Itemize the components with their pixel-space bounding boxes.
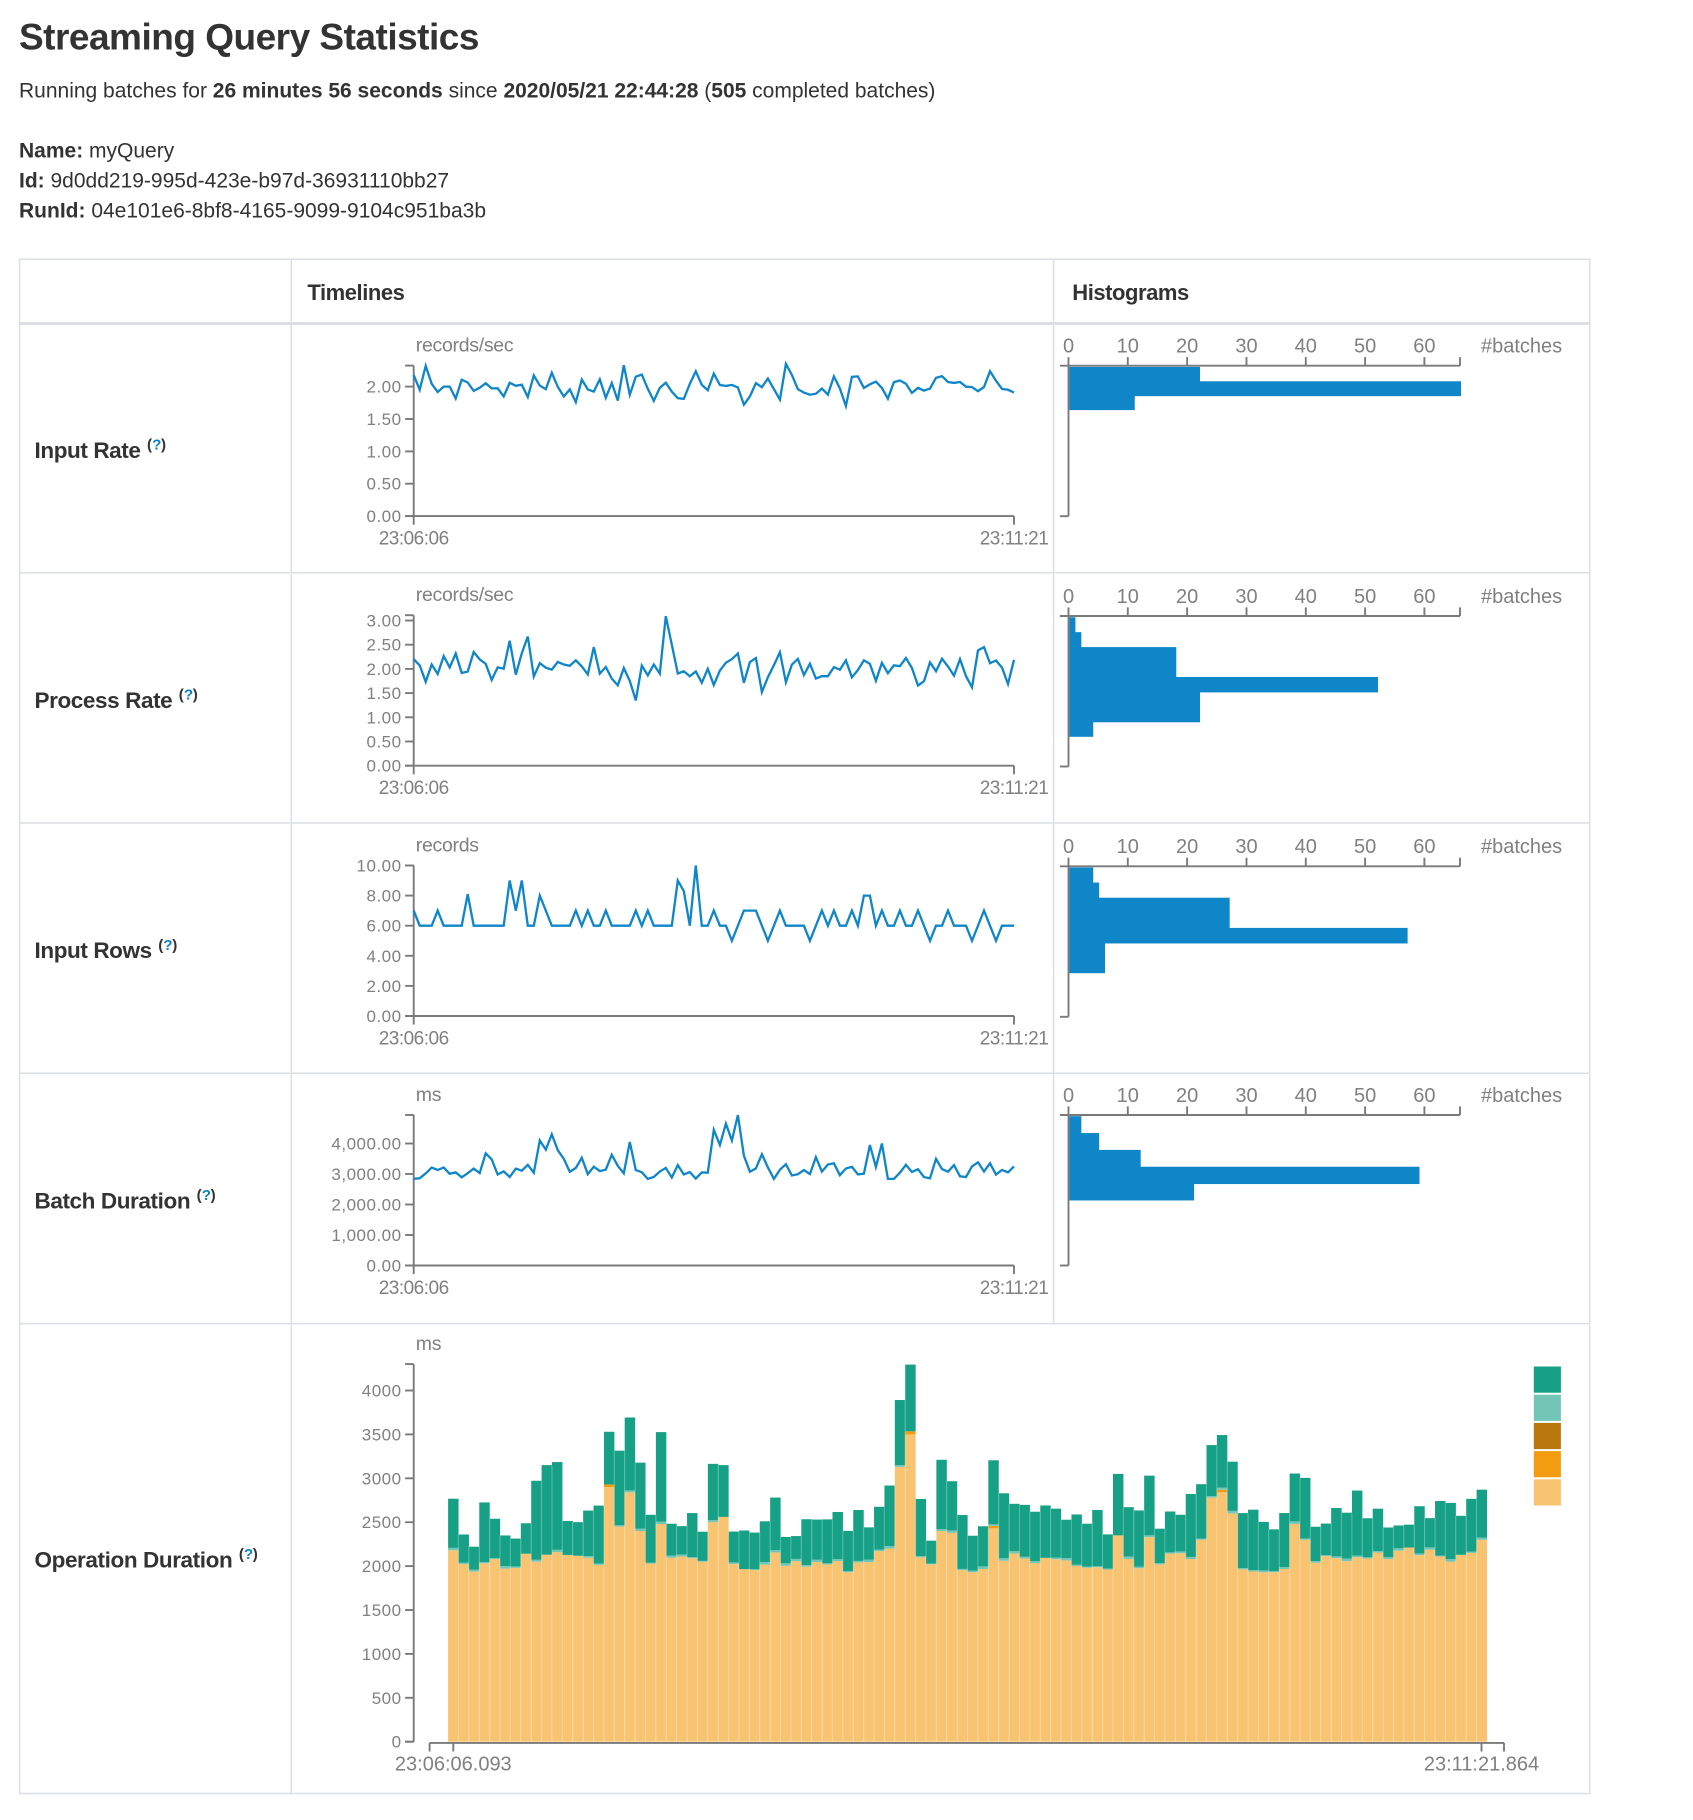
svg-text:0.00: 0.00 <box>367 507 402 526</box>
svg-text:30: 30 <box>1235 836 1257 858</box>
svg-text:1.50: 1.50 <box>367 410 402 429</box>
svg-text:500: 500 <box>372 1689 402 1708</box>
svg-text:0: 0 <box>1063 1085 1074 1107</box>
svg-text:0.50: 0.50 <box>367 733 402 752</box>
svg-text:40: 40 <box>1295 336 1317 358</box>
svg-text:0.00: 0.00 <box>367 1257 402 1276</box>
svg-text:1.00: 1.00 <box>367 442 402 461</box>
svg-text:10: 10 <box>1117 586 1139 608</box>
svg-text:Timelines: Timelines <box>307 280 404 305</box>
svg-text:0: 0 <box>1063 836 1074 858</box>
svg-text:0: 0 <box>1063 586 1074 608</box>
svg-text:50: 50 <box>1354 586 1376 608</box>
svg-text:2,000.00: 2,000.00 <box>331 1196 401 1215</box>
svg-text:records/sec: records/sec <box>416 584 514 606</box>
svg-text:Streaming Query Statistics: Streaming Query Statistics <box>19 17 479 58</box>
svg-text:2000: 2000 <box>362 1557 402 1576</box>
svg-text:23:11:21: 23:11:21 <box>980 778 1049 799</box>
svg-text:30: 30 <box>1235 1085 1257 1107</box>
svg-text:0: 0 <box>1063 336 1074 358</box>
svg-text:RunId: 04e101e6-8bf8-4165-9099: RunId: 04e101e6-8bf8-4165-9099-9104c951b… <box>19 199 486 222</box>
svg-text:60: 60 <box>1413 836 1435 858</box>
svg-text:20: 20 <box>1176 586 1198 608</box>
svg-text:3500: 3500 <box>362 1425 402 1444</box>
svg-text:1.50: 1.50 <box>367 684 402 703</box>
svg-text:2500: 2500 <box>362 1513 402 1532</box>
svg-text:#batches: #batches <box>1481 1085 1562 1107</box>
svg-text:10.00: 10.00 <box>357 857 402 876</box>
svg-text:1,000.00: 1,000.00 <box>331 1226 401 1245</box>
svg-text:Batch Duration(?): Batch Duration (?) <box>35 1187 216 1213</box>
svg-text:30: 30 <box>1235 336 1257 358</box>
svg-text:10: 10 <box>1117 1085 1139 1107</box>
svg-text:ms: ms <box>416 1084 442 1106</box>
svg-text:2.00: 2.00 <box>367 378 402 397</box>
svg-text:0: 0 <box>392 1733 402 1752</box>
svg-text:Process Rate(?): Process Rate (?) <box>35 687 198 713</box>
svg-text:23:06:06: 23:06:06 <box>379 529 449 550</box>
svg-text:Histograms: Histograms <box>1072 280 1189 305</box>
svg-text:2.00: 2.00 <box>367 660 402 679</box>
svg-text:Running batches for 26 minutes: Running batches for 26 minutes 56 second… <box>19 79 935 102</box>
svg-text:10: 10 <box>1117 836 1139 858</box>
svg-text:20: 20 <box>1176 836 1198 858</box>
svg-text:3.00: 3.00 <box>367 612 402 631</box>
svg-text:#batches: #batches <box>1481 586 1562 608</box>
svg-text:0.00: 0.00 <box>367 1007 402 1026</box>
svg-text:2.50: 2.50 <box>367 636 402 655</box>
svg-text:50: 50 <box>1354 1085 1376 1107</box>
svg-text:60: 60 <box>1413 336 1435 358</box>
svg-text:records/sec: records/sec <box>416 335 514 357</box>
svg-text:30: 30 <box>1235 586 1257 608</box>
svg-text:23:06:06: 23:06:06 <box>379 778 449 799</box>
svg-text:40: 40 <box>1295 836 1317 858</box>
svg-text:20: 20 <box>1176 1085 1198 1107</box>
svg-text:4000: 4000 <box>362 1382 402 1401</box>
svg-text:ms: ms <box>416 1333 442 1355</box>
svg-text:40: 40 <box>1295 586 1317 608</box>
svg-text:0.50: 0.50 <box>367 475 402 494</box>
svg-text:#batches: #batches <box>1481 336 1562 358</box>
svg-text:Name: myQuery: Name: myQuery <box>19 139 175 162</box>
svg-text:23:11:21: 23:11:21 <box>980 1278 1049 1299</box>
svg-text:23:11:21.864: 23:11:21.864 <box>1424 1753 1539 1775</box>
svg-text:20: 20 <box>1176 336 1198 358</box>
svg-text:3000: 3000 <box>362 1469 402 1488</box>
svg-text:23:06:06.093: 23:06:06.093 <box>395 1753 512 1775</box>
svg-text:1500: 1500 <box>362 1601 402 1620</box>
svg-text:4.00: 4.00 <box>367 947 402 966</box>
svg-text:4,000.00: 4,000.00 <box>331 1135 401 1154</box>
svg-text:records: records <box>416 834 479 856</box>
svg-text:50: 50 <box>1354 336 1376 358</box>
svg-text:#batches: #batches <box>1481 836 1562 858</box>
svg-text:1.00: 1.00 <box>367 708 402 727</box>
svg-text:1000: 1000 <box>362 1645 402 1664</box>
svg-text:23:11:21: 23:11:21 <box>980 1029 1049 1050</box>
svg-text:3,000.00: 3,000.00 <box>331 1165 401 1184</box>
svg-text:50: 50 <box>1354 836 1376 858</box>
svg-text:Operation Duration(?): Operation Duration (?) <box>35 1546 258 1572</box>
svg-text:23:06:06: 23:06:06 <box>379 1278 449 1299</box>
svg-text:8.00: 8.00 <box>367 887 402 906</box>
svg-text:23:11:21: 23:11:21 <box>980 529 1049 550</box>
svg-text:6.00: 6.00 <box>367 917 402 936</box>
svg-text:0.00: 0.00 <box>367 757 402 776</box>
svg-text:60: 60 <box>1413 1085 1435 1107</box>
svg-text:Id: 9d0dd219-995d-423e-b97d-36: Id: 9d0dd219-995d-423e-b97d-36931110bb27 <box>19 169 449 192</box>
svg-text:40: 40 <box>1295 1085 1317 1107</box>
svg-text:10: 10 <box>1117 336 1139 358</box>
svg-text:60: 60 <box>1413 586 1435 608</box>
svg-text:2.00: 2.00 <box>367 977 402 996</box>
svg-text:23:06:06: 23:06:06 <box>379 1029 449 1050</box>
